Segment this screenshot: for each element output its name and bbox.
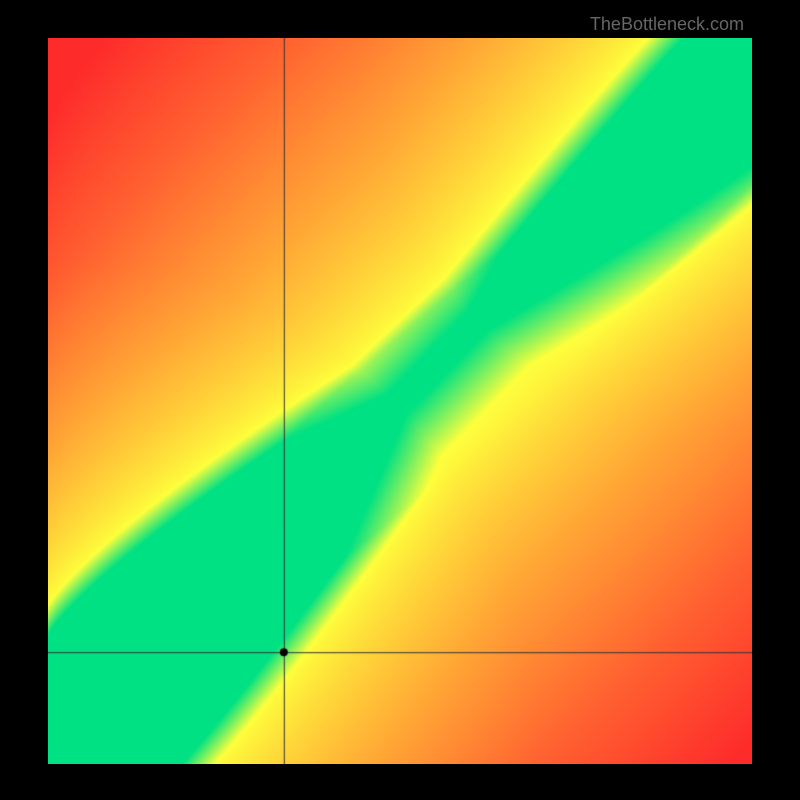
watermark-text: TheBottleneck.com xyxy=(590,14,744,35)
bottleneck-heatmap xyxy=(48,38,752,764)
heatmap-canvas xyxy=(48,38,752,764)
